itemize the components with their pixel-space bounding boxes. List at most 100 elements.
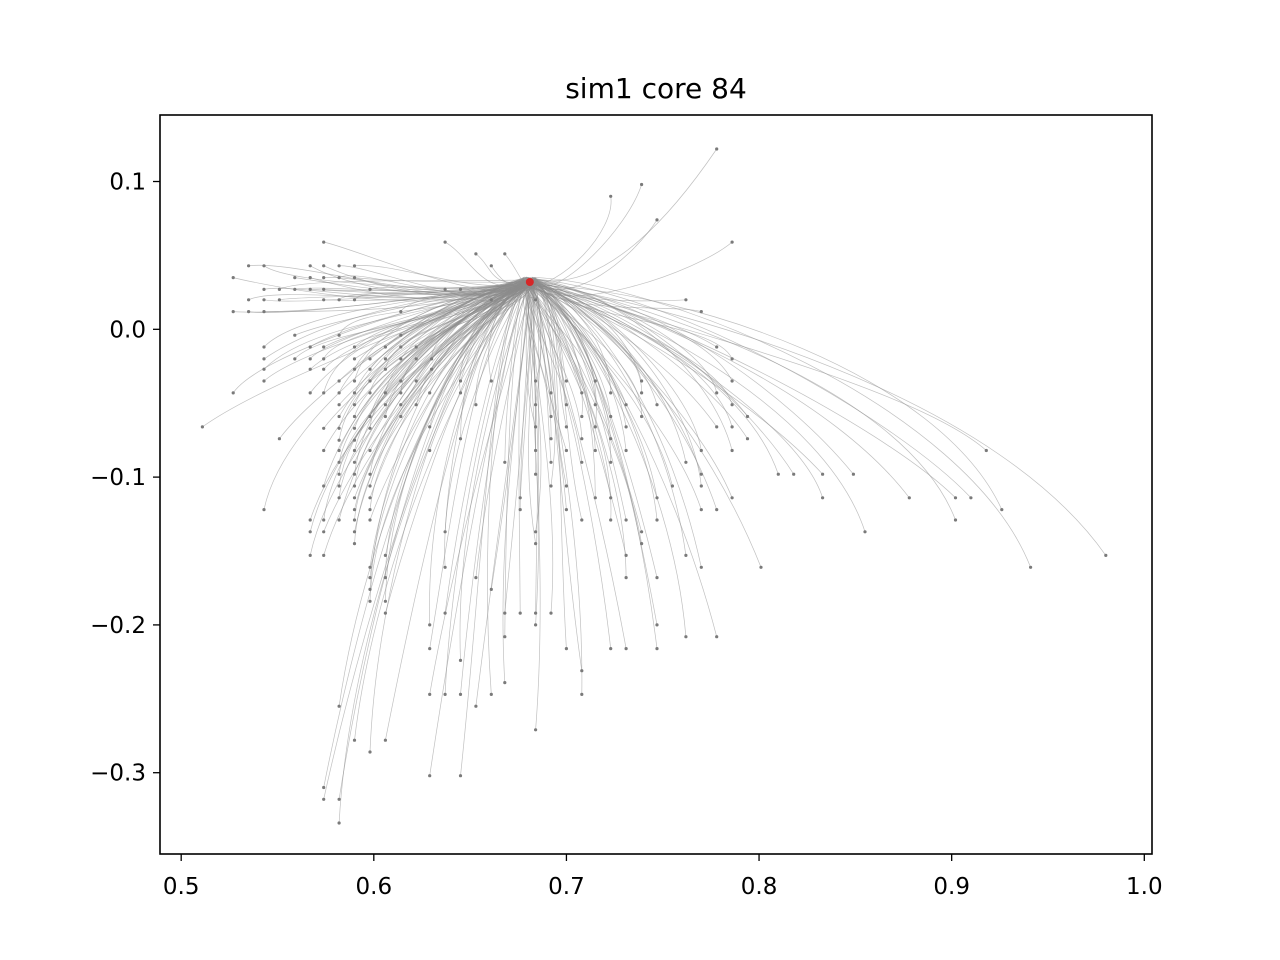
start-point bbox=[352, 276, 357, 280]
start-point bbox=[352, 472, 357, 476]
start-point bbox=[352, 496, 357, 500]
start-point bbox=[640, 182, 644, 187]
start-point bbox=[549, 460, 553, 464]
start-point bbox=[534, 448, 538, 453]
start-point bbox=[759, 565, 763, 569]
start-point bbox=[322, 553, 326, 558]
start-point bbox=[564, 647, 569, 651]
start-point bbox=[580, 460, 584, 464]
start-point bbox=[443, 692, 447, 697]
start-point bbox=[564, 403, 569, 407]
start-point bbox=[337, 518, 341, 522]
start-point bbox=[308, 264, 312, 268]
trajectory-line bbox=[531, 276, 687, 556]
start-point bbox=[322, 484, 326, 488]
start-point bbox=[593, 379, 597, 383]
start-point bbox=[851, 472, 856, 476]
start-point bbox=[430, 357, 434, 361]
start-point bbox=[308, 287, 312, 291]
start-point bbox=[655, 647, 659, 651]
start-point bbox=[200, 425, 204, 429]
start-point bbox=[609, 518, 613, 522]
trajectory-line bbox=[338, 277, 529, 429]
start-point bbox=[337, 333, 341, 337]
start-point bbox=[1104, 553, 1108, 558]
start-point bbox=[503, 681, 507, 685]
trajectory-line bbox=[532, 277, 718, 510]
trajectory-line bbox=[528, 278, 627, 427]
start-point bbox=[231, 310, 235, 314]
start-point bbox=[443, 240, 447, 244]
start-point bbox=[458, 658, 463, 663]
start-point bbox=[368, 472, 372, 476]
start-point bbox=[821, 496, 825, 500]
trajectory-line bbox=[531, 286, 627, 556]
start-point bbox=[730, 240, 734, 244]
start-point bbox=[593, 448, 597, 453]
trajectory-line bbox=[354, 278, 524, 532]
start-point bbox=[534, 298, 538, 302]
start-point bbox=[399, 403, 403, 407]
start-point bbox=[430, 367, 434, 371]
start-points bbox=[200, 147, 1108, 825]
start-point bbox=[518, 611, 522, 615]
start-point bbox=[352, 460, 357, 464]
start-point bbox=[337, 448, 341, 453]
start-point bbox=[503, 252, 507, 256]
start-point bbox=[428, 774, 432, 778]
trajectory-line bbox=[338, 279, 534, 417]
start-point bbox=[489, 587, 493, 592]
target-point bbox=[525, 278, 534, 287]
start-point bbox=[368, 448, 372, 453]
start-point bbox=[699, 484, 703, 488]
trajectory-line bbox=[528, 281, 702, 475]
start-point bbox=[352, 542, 357, 546]
trajectory-line bbox=[535, 280, 612, 498]
trajectory-line bbox=[369, 286, 527, 590]
start-point bbox=[458, 287, 463, 291]
start-point bbox=[277, 298, 281, 302]
y-tick-label: −0.3 bbox=[90, 761, 146, 787]
start-point bbox=[352, 391, 357, 395]
start-point bbox=[730, 425, 734, 429]
start-point bbox=[715, 635, 719, 639]
start-point bbox=[428, 425, 432, 429]
start-point bbox=[337, 438, 341, 442]
start-point bbox=[655, 518, 659, 522]
start-point bbox=[534, 379, 538, 383]
trajectory-line bbox=[528, 285, 627, 649]
start-point bbox=[730, 496, 734, 500]
start-point bbox=[518, 508, 522, 512]
start-point bbox=[383, 357, 387, 361]
start-point bbox=[414, 403, 418, 407]
start-point bbox=[352, 367, 357, 371]
start-point bbox=[503, 611, 507, 615]
x-tick-label: 0.7 bbox=[548, 874, 585, 900]
start-point bbox=[368, 587, 372, 592]
start-point bbox=[640, 391, 644, 395]
start-point bbox=[322, 240, 326, 244]
start-point bbox=[655, 218, 659, 222]
start-point bbox=[715, 147, 719, 151]
start-point bbox=[640, 530, 644, 534]
start-point bbox=[322, 264, 326, 268]
start-point bbox=[352, 298, 357, 302]
start-point bbox=[593, 425, 597, 429]
start-point bbox=[549, 437, 553, 441]
start-point bbox=[730, 379, 734, 383]
start-point bbox=[593, 403, 597, 407]
start-point bbox=[383, 414, 387, 419]
start-point bbox=[503, 460, 507, 464]
start-point bbox=[383, 367, 387, 371]
start-point bbox=[715, 345, 719, 349]
start-point bbox=[655, 496, 659, 500]
start-point bbox=[953, 496, 958, 500]
trajectory-line bbox=[525, 148, 717, 282]
start-point bbox=[428, 623, 432, 627]
start-point bbox=[821, 472, 825, 476]
start-point bbox=[730, 357, 734, 361]
start-point bbox=[352, 345, 357, 349]
start-point bbox=[368, 518, 372, 522]
trajectory-line bbox=[532, 279, 910, 499]
